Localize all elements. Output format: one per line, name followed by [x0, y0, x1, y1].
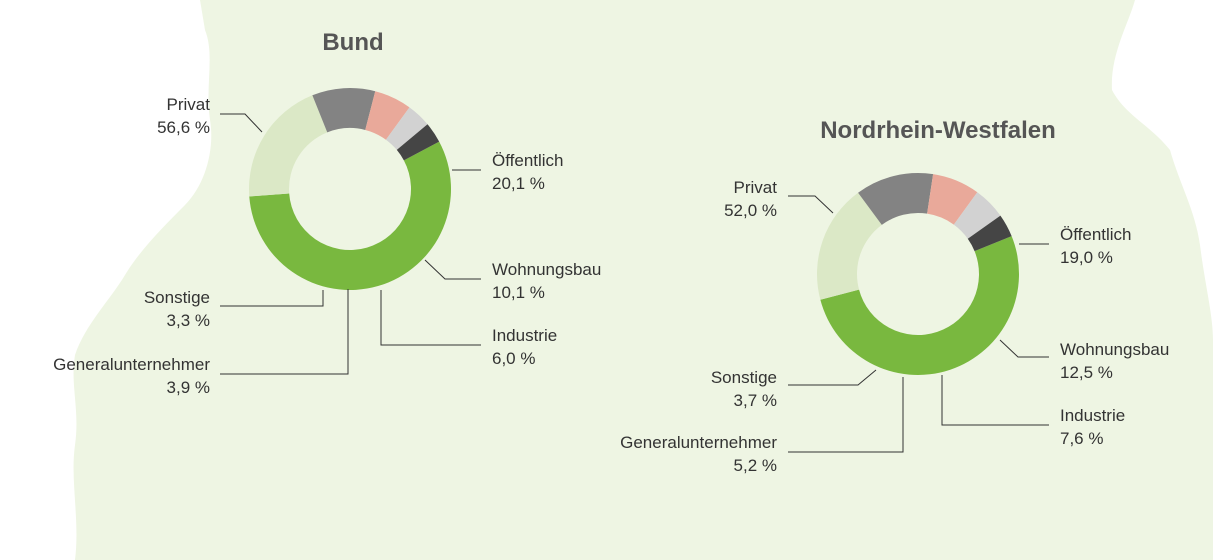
leader-line-generalunternehmer: [220, 289, 349, 375]
slice-value-privat: 52,0 %: [724, 201, 777, 220]
slice-sonstige: [396, 124, 440, 161]
slice-value-wohnungsbau: 12,5 %: [1060, 363, 1113, 382]
slice-label-industrie: Industrie: [1060, 406, 1125, 425]
chart-title-nrw: Nordrhein-Westfalen: [820, 117, 1056, 144]
slice-label-generalunternehmer: Generalunternehmer: [53, 355, 210, 374]
slice-label-oeffentlich: Öffentlich: [1060, 225, 1132, 244]
slice-industrie: [365, 91, 410, 140]
slice-privat: [249, 141, 451, 290]
slice-sonstige: [967, 215, 1012, 252]
slice-value-oeffentlich: 20,1 %: [492, 174, 545, 193]
slice-label-privat: Privat: [734, 178, 778, 197]
slice-oeffentlich: [817, 192, 882, 300]
germany-map-background: [73, 0, 1213, 560]
slice-value-generalunternehmer: 5,2 %: [734, 456, 777, 475]
slice-label-industrie: Industrie: [492, 326, 557, 345]
donut-chart-bund: [248, 88, 451, 290]
leader-line-sonstige: [220, 290, 324, 307]
slice-label-generalunternehmer: Generalunternehmer: [620, 433, 777, 452]
slice-privat: [820, 236, 1019, 375]
slice-oeffentlich: [248, 95, 328, 197]
leader-line-industrie: [380, 290, 481, 346]
leader-line-generalunternehmer: [788, 377, 904, 453]
slice-label-sonstige: Sonstige: [711, 368, 777, 387]
slice-wohnungsbau: [858, 173, 934, 225]
leader-line-privat: [220, 113, 263, 133]
slice-label-oeffentlich: Öffentlich: [492, 151, 564, 170]
leader-line-privat: [788, 195, 834, 214]
leader-line-wohnungsbau: [999, 339, 1049, 358]
slice-value-sonstige: 3,7 %: [734, 391, 777, 410]
leader-line-sonstige: [788, 369, 877, 386]
slice-labels-nrw: Privat 52,0 % Öffentlich 19,0 % Wohnungsbau 1…: [620, 178, 1169, 475]
slice-wohnungsbau: [312, 88, 376, 133]
slice-value-privat: 56,6 %: [157, 118, 210, 137]
slice-value-oeffentlich: 19,0 %: [1060, 248, 1113, 267]
donut-chart-nrw: [817, 173, 1019, 375]
slice-label-sonstige: Sonstige: [144, 288, 210, 307]
slice-value-generalunternehmer: 3,9 %: [167, 378, 210, 397]
slice-generalunternehmer: [385, 107, 428, 150]
slice-label-wohnungsbau: Wohnungsbau: [492, 260, 601, 279]
slice-value-sonstige: 3,3 %: [167, 311, 210, 330]
leader-line-industrie: [941, 375, 1049, 426]
chart-title-bund: Bund: [322, 29, 383, 56]
slice-value-industrie: 7,6 %: [1060, 429, 1103, 448]
leader-line-wohnungsbau: [424, 259, 481, 280]
slice-label-privat: Privat: [167, 95, 211, 114]
slice-generalunternehmer: [953, 192, 1001, 239]
slice-labels-bund: Privat 56,6 % Öffentlich 20,1 % Wohnungsbau 1…: [53, 95, 601, 397]
slice-label-wohnungsbau: Wohnungsbau: [1060, 340, 1169, 359]
slice-value-wohnungsbau: 10,1 %: [492, 283, 545, 302]
slice-industrie: [927, 174, 978, 225]
slice-value-industrie: 6,0 %: [492, 349, 535, 368]
